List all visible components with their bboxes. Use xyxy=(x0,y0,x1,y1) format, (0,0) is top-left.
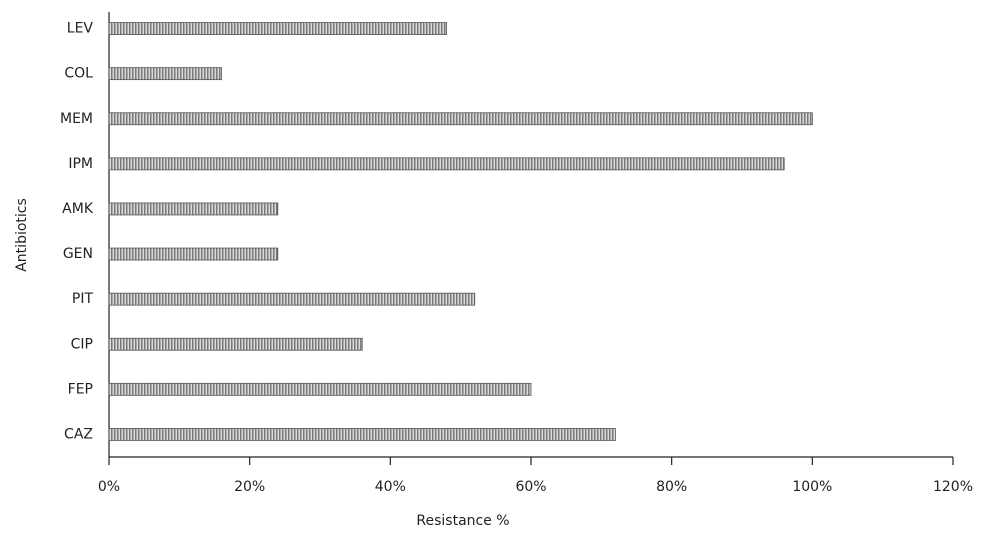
bar xyxy=(108,67,222,81)
bar xyxy=(108,112,813,126)
y-tick-label: FEP xyxy=(68,381,93,397)
bar xyxy=(108,292,476,306)
bar xyxy=(108,157,785,171)
y-tick-label: GEN xyxy=(63,246,93,262)
y-tick-label: CIP xyxy=(71,336,93,352)
bar xyxy=(108,428,616,441)
bar xyxy=(108,382,532,396)
x-tick-label: 0% xyxy=(98,479,120,495)
y-axis-title: Antibiotics xyxy=(14,198,30,272)
y-tick-label: MEM xyxy=(60,111,93,127)
y-tick-label: LEV xyxy=(67,21,94,37)
bar xyxy=(108,202,279,216)
bar xyxy=(108,22,448,35)
y-tick-label: COL xyxy=(64,66,93,82)
x-tick-label: 100% xyxy=(792,479,832,495)
x-axis-title: Resistance % xyxy=(416,513,509,529)
x-tick-label: 40% xyxy=(375,479,406,495)
y-tick-label: IPM xyxy=(68,156,93,172)
bar xyxy=(108,337,363,351)
x-tick-label: 20% xyxy=(234,479,265,495)
y-tick-label: CAZ xyxy=(64,426,93,442)
y-tick-label: AMK xyxy=(62,201,94,217)
x-tick-label: 80% xyxy=(656,479,687,495)
x-tick-label: 120% xyxy=(933,479,973,495)
y-tick-label: PIT xyxy=(72,291,94,307)
x-tick-label: 60% xyxy=(515,479,546,495)
bar xyxy=(108,247,279,261)
